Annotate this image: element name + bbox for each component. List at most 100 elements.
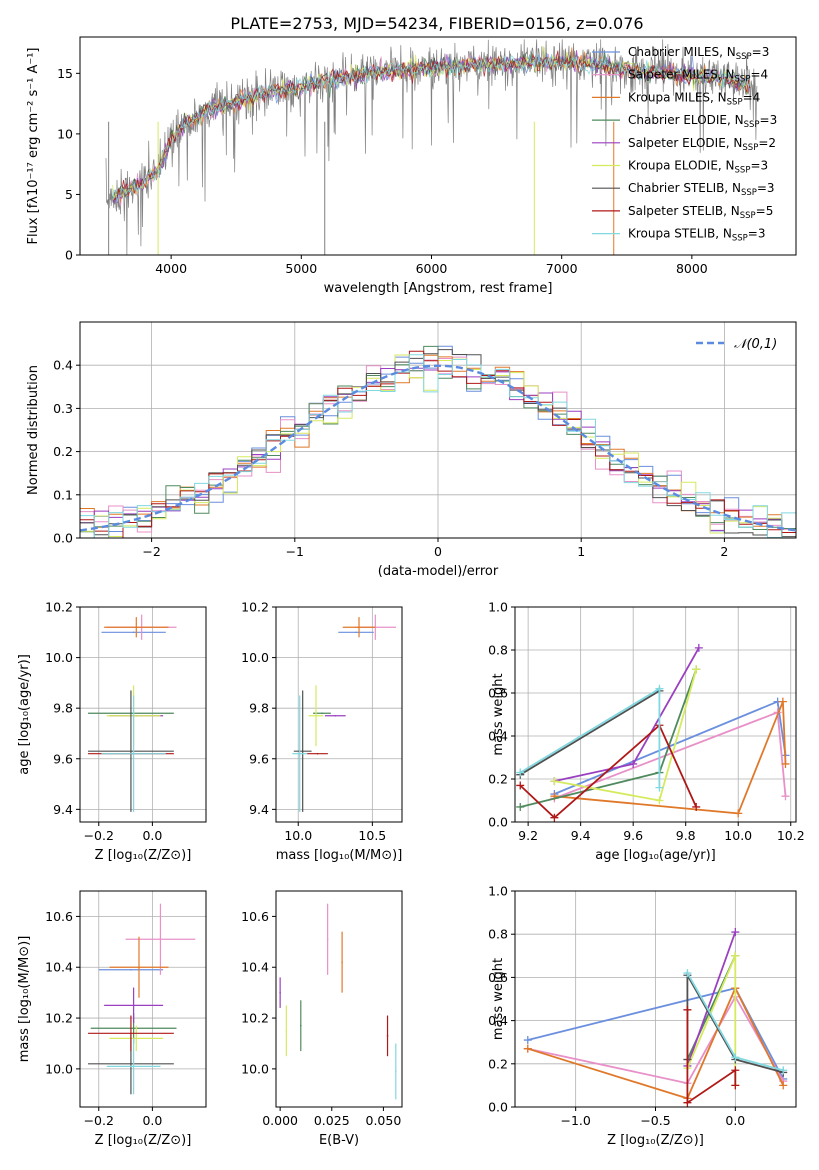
data-point — [279, 991, 281, 994]
y-tick-label: 10.2 — [45, 600, 73, 615]
weight-marker — [683, 1005, 692, 1014]
weight-series-line — [519, 723, 698, 819]
weight-marker — [731, 928, 740, 937]
y-tick-label: 0.6 — [488, 686, 508, 701]
y-tick-label: 0.3 — [53, 401, 73, 416]
x-tick-label: 0.000 — [262, 1113, 298, 1128]
data-point — [132, 1004, 135, 1007]
data-point — [132, 752, 135, 755]
y-tick-label: 0 — [65, 248, 73, 263]
y-tick-label: 0.4 — [53, 358, 73, 373]
legend-nssp: =4 — [743, 90, 761, 104]
y-tick-label: 9.8 — [53, 701, 73, 716]
data-point — [358, 626, 360, 629]
y-tick-label: 9.6 — [53, 751, 73, 766]
plot-area-weight_vs_Z — [515, 891, 796, 1107]
x-tick-label: 9.2 — [518, 828, 538, 843]
data-point — [130, 750, 132, 752]
spectrum-model-line — [112, 46, 751, 200]
legend-entry: Salpeter ELODIE, NSSP=2 — [628, 136, 776, 153]
weight-series-line — [686, 931, 737, 1067]
axes-frame — [514, 606, 797, 823]
data-point — [135, 1037, 138, 1040]
weight-series-line — [519, 690, 660, 776]
x-tick-label: −1 — [286, 544, 304, 559]
axes-frame — [79, 36, 797, 256]
y-tick-label: 0.2 — [488, 1056, 508, 1071]
legend-entry: Salpeter MILES, NSSP=4 — [628, 68, 768, 85]
weight-marker — [516, 802, 525, 811]
legend-subscript: SSP — [740, 211, 756, 221]
weight-marker — [523, 1036, 532, 1045]
figure-title: PLATE=2753, MJD=54234, FIBERID=0156, z=0… — [230, 14, 643, 33]
legend-nssp: =5 — [756, 204, 774, 218]
x-tick-label: 0.050 — [366, 1113, 402, 1128]
y-tick-label: 15 — [57, 66, 73, 81]
legend-nssp: =3 — [748, 227, 766, 241]
weight-marker — [692, 802, 701, 811]
y-tick-label: 0.0 — [488, 1100, 508, 1115]
plot-area-mass_vs_Z — [80, 891, 206, 1107]
x-axis-label: (data-model)/error — [378, 564, 499, 579]
plot-area-age_vs_mass — [276, 607, 402, 822]
y-tick-label: 10.2 — [241, 1011, 269, 1026]
x-tick-label: 5000 — [285, 261, 317, 276]
legend-entry: Salpeter STELIB, NSSP=5 — [628, 204, 773, 221]
data-point — [326, 938, 329, 941]
data-point — [138, 966, 140, 969]
legend-subscript: SSP — [727, 97, 743, 107]
y-tick-label: 0.8 — [488, 643, 508, 658]
data-point — [316, 752, 319, 755]
legend-subscript: SSP — [741, 188, 757, 198]
axes-frame — [275, 606, 403, 823]
data-point — [395, 1070, 397, 1073]
legend-nssp: =3 — [750, 159, 768, 173]
x-tick-label: −0.2 — [84, 828, 114, 843]
legend-subscript: SSP — [744, 120, 760, 130]
y-tick-label: 10 — [57, 126, 73, 141]
x-tick-label: 6000 — [416, 261, 448, 276]
residual-histogram — [80, 354, 796, 538]
weight-series-line — [527, 994, 784, 1085]
x-tick-label: 0.025 — [314, 1113, 350, 1128]
legend-nssp: =3 — [757, 181, 775, 195]
y-tick-label: 10.0 — [241, 650, 269, 665]
y-tick-label: 9.4 — [249, 802, 269, 817]
y-tick-label: 9.6 — [249, 751, 269, 766]
x-tick-label: −0.5 — [640, 1113, 670, 1128]
data-point — [315, 714, 317, 717]
x-tick-label: 4000 — [155, 261, 187, 276]
y-tick-label: 0.0 — [488, 815, 508, 830]
data-point — [386, 1035, 389, 1037]
x-tick-label: 10.0 — [724, 828, 752, 843]
weight-series-line — [554, 711, 787, 800]
legend-subscript: SSP — [732, 234, 748, 244]
y-axis-label: Flux [fλ10⁻¹⁷ erg cm⁻² s⁻¹ A⁻¹] — [26, 48, 41, 245]
weight-marker — [779, 1066, 788, 1075]
legend-entry: Kroupa ELODIE, NSSP=3 — [628, 159, 768, 176]
y-tick-label: 10.4 — [45, 960, 73, 975]
weight-series-line — [527, 986, 785, 1100]
data-point — [159, 938, 162, 941]
legend-nssp: =4 — [750, 68, 768, 82]
y-tick-label: 0.8 — [488, 927, 508, 942]
y-tick-label: 0.1 — [53, 487, 73, 502]
weight-marker — [683, 969, 692, 978]
legend-subscript: SSP — [735, 75, 751, 85]
data-point — [321, 712, 323, 715]
y-tick-label: 0.4 — [488, 1013, 508, 1028]
y-tick-label: 1.0 — [488, 884, 508, 899]
y-tick-label: 9.4 — [53, 802, 73, 817]
y-tick-label: 10.6 — [45, 909, 73, 924]
weight-series-line — [520, 669, 698, 808]
axes-frame — [79, 890, 207, 1108]
x-tick-label: 7000 — [546, 261, 578, 276]
y-axis-label: age [log₁₀(age/yr)] — [17, 654, 32, 775]
weight-marker — [779, 1081, 788, 1090]
plot-area-spectrum — [105, 39, 758, 255]
legend-entry: 𝒩(0,1) — [734, 337, 777, 352]
x-tick-label: 10.2 — [777, 828, 805, 843]
plot-area-age_vs_Z — [80, 607, 206, 822]
weight-marker — [731, 1081, 740, 1090]
y-tick-label: 9.8 — [249, 701, 269, 716]
